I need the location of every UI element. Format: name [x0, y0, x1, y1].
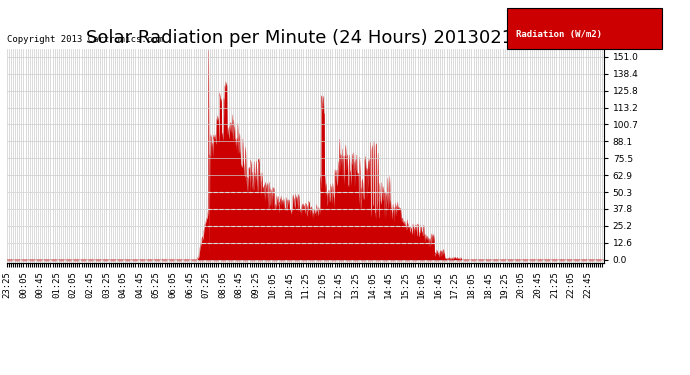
Text: Radiation (W/m2): Radiation (W/m2) [516, 30, 602, 39]
Text: Copyright 2013 Cartronics.com: Copyright 2013 Cartronics.com [7, 36, 163, 45]
Title: Solar Radiation per Minute (24 Hours) 20130210: Solar Radiation per Minute (24 Hours) 20… [86, 29, 524, 47]
